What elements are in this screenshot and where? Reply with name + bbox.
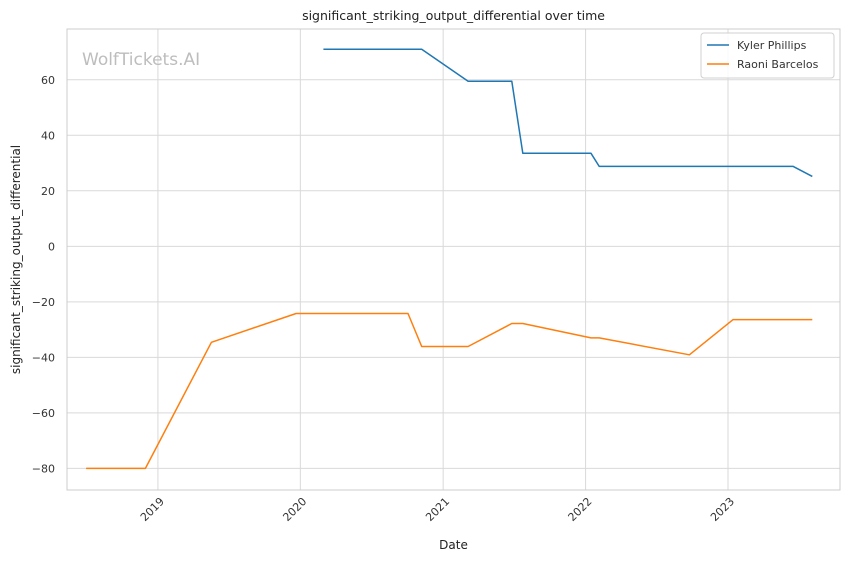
- x-tick-label: 2020: [280, 495, 309, 524]
- series-line-raoni-barcelos: [86, 312, 813, 470]
- chart-title: significant_striking_output_differential…: [302, 8, 605, 23]
- x-tick-label: 2023: [708, 495, 737, 524]
- y-tick-label: −80: [32, 462, 55, 475]
- x-tick-label: 2022: [566, 495, 595, 524]
- x-axis-title: Date: [439, 538, 468, 552]
- y-tick-label: −60: [32, 407, 55, 420]
- gridlines: [67, 29, 840, 490]
- y-tick-label: −40: [32, 351, 55, 364]
- legend-label-kyler-phillips: Kyler Phillips: [737, 39, 807, 52]
- series-layer: [86, 48, 813, 470]
- x-tick-label: 2019: [138, 495, 167, 524]
- series-line-kyler-phillips: [323, 48, 813, 178]
- plot-frame: [66, 28, 841, 491]
- y-tick-label: 40: [41, 129, 55, 142]
- y-tick-label: 20: [41, 185, 55, 198]
- x-tick-label: 2021: [423, 495, 452, 524]
- legend-label-raoni-barcelos: Raoni Barcelos: [737, 58, 819, 71]
- watermark-text: WolfTickets.AI: [82, 50, 200, 70]
- legend-box: [700, 32, 835, 79]
- y-tick-label: −20: [32, 296, 55, 309]
- y-axis-title: significant_striking_output_differential: [9, 145, 23, 374]
- y-tick-label: 0: [48, 240, 55, 253]
- tick-labels: 2019 2020 2021 2022 2023 −80 −60 −40 −20 0 20 40 60: [32, 74, 737, 524]
- legend: Kyler Phillips Raoni Barcelos: [700, 32, 835, 79]
- y-tick-label: 60: [41, 74, 55, 87]
